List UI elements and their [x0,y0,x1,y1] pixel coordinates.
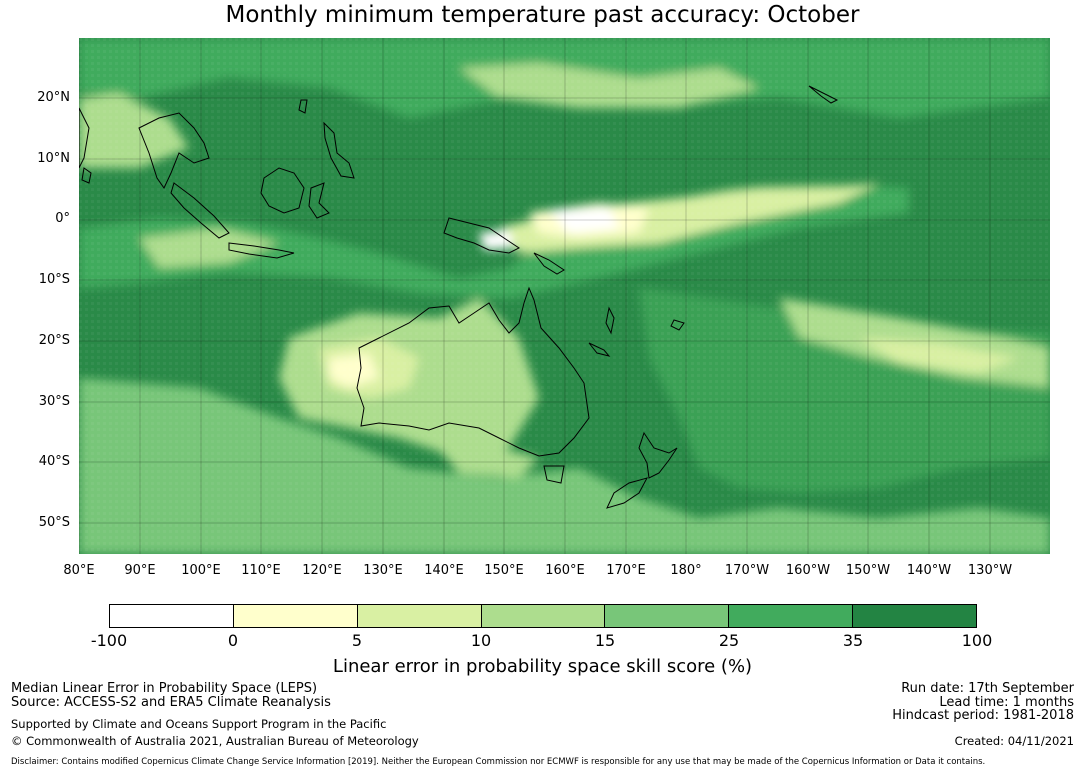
lat-label-40s: 40°S [38,454,70,469]
coastline-new-zealand-south [606,477,648,509]
lat-label-10n: 10°N [37,151,70,166]
lon-label-160w: 160°W [785,563,831,578]
lat-label-20n: 20°N [37,90,70,105]
lon-label-140w: 140°W [906,563,952,578]
lon-label-150w: 150°W [845,563,891,578]
colorbar-segment-2 [233,605,358,627]
lon-label-170e: 170°E [606,563,646,578]
coastline-borneo [260,167,305,214]
lon-label-160e: 160°E [545,563,585,578]
colorbar-segment-5 [605,605,730,627]
colorbar-tick: 10 [470,631,492,650]
colorbar-segment-6 [729,605,854,627]
graticule [79,38,1050,554]
coastline-fiji [670,319,685,331]
coastline-india-tip [79,107,90,169]
lon-label-120e: 120°E [302,563,342,578]
coastline-sulawesi [308,182,330,219]
footer-disclaimer: Disclaimer: Contains modified Copernicus… [11,757,986,767]
coastline-new-caledonia [588,342,611,357]
coastline-tasmania [543,465,565,484]
colorbar-tick: 35 [842,631,864,650]
footer-method: Median Linear Error in Probability Space… [11,681,318,696]
lat-label-30s: 30°S [38,394,70,409]
lat-label-0: 0° [55,211,70,226]
footer-support: Supported by Climate and Oceans Support … [11,717,387,731]
colorbar-segment-3 [357,605,482,627]
lon-label-90e: 90°E [124,563,156,578]
skill-score-map [79,38,1050,554]
lon-label-170w: 170°W [724,563,770,578]
lon-label-110e: 110°E [241,563,281,578]
footer-created-date: Created: 04/11/2021 [954,734,1074,748]
colorbar-label: Linear error in probability space skill … [332,656,753,677]
coastline-sri-lanka [81,167,92,184]
coastline-taiwan [298,99,308,114]
colorbar-segment-7 [853,605,977,627]
lon-label-100e: 100°E [181,563,221,578]
coastline-new-zealand-north [638,431,678,479]
lon-label-180: 180° [670,563,702,578]
footer-lead-time: Lead time: 1 months [939,695,1074,710]
lon-label-80e: 80°E [63,563,95,578]
lon-label-130e: 130°E [363,563,403,578]
coastline-vanuatu [605,306,615,335]
footer-copyright: © Commonwealth of Australia 2021, Austra… [11,734,419,748]
lat-label-20s: 20°S [38,333,70,348]
coastline-new-guinea [443,217,520,254]
lon-label-140e: 140°E [424,563,464,578]
coastlines [79,85,839,509]
coastline-sumatra [170,182,230,239]
colorbar-tick: 15 [594,631,616,650]
lat-label-50s: 50°S [38,515,70,530]
chart-title: Monthly minimum temperature past accurac… [225,2,860,28]
colorbar-segment-1 [110,605,234,627]
coastline-australia [356,286,590,457]
colorbar-tick: 5 [351,631,363,650]
coastline-indochina [138,112,210,189]
lat-label-10s: 10°S [38,272,70,287]
footer-source: Source: ACCESS-S2 and ERA5 Climate Reana… [11,695,331,710]
colorbar-tick: 0 [227,631,239,650]
coastline-java [228,242,295,259]
coastline-philippines [323,121,355,179]
grid-texture [79,38,1050,554]
colorbar [109,604,977,628]
coastline-solomon-islands [533,252,565,275]
footer-run-date: Run date: 17th September [901,681,1074,696]
lon-label-150e: 150°E [484,563,524,578]
colorbar-tick: -100 [90,631,128,650]
lon-label-130w: 130°W [967,563,1013,578]
coastline-hawaii [808,85,839,104]
footer-hindcast-period: Hindcast period: 1981-2018 [892,708,1074,723]
colorbar-segment-4 [481,605,606,627]
colorbar-tick: 25 [718,631,740,650]
colorbar-tick: 100 [961,631,993,650]
